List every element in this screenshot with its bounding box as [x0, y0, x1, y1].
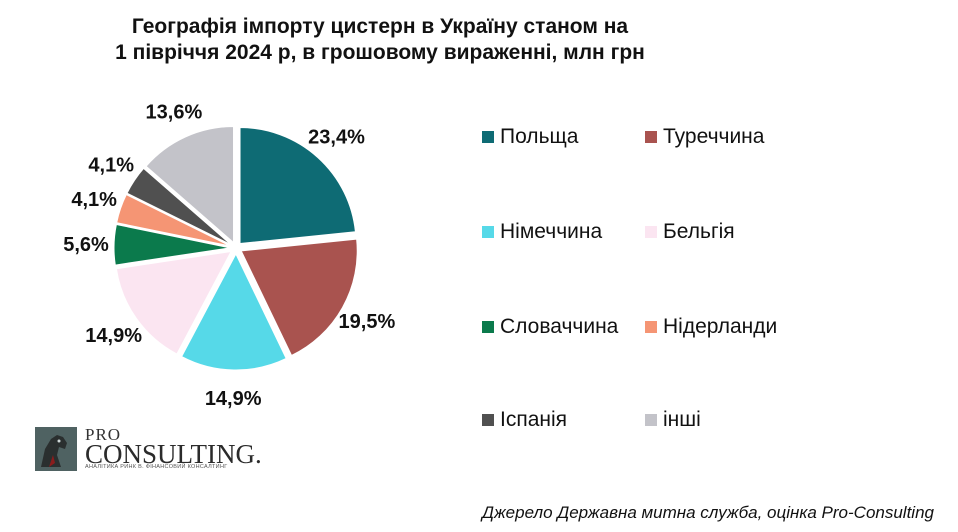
- legend-label-1: Туреччина: [663, 125, 765, 148]
- legend-item-5: Нідерланди: [645, 315, 777, 339]
- legend-label-7: інші: [663, 408, 701, 431]
- slice-label-3: 14,9%: [85, 325, 142, 347]
- legend-label-2: Німеччина: [500, 220, 603, 243]
- legend-item-4: Словаччина: [482, 315, 618, 339]
- legend-item-0: Польща: [482, 125, 578, 149]
- pie-slice-2: [180, 252, 287, 371]
- legend-swatch-2: [482, 226, 494, 238]
- chart-title: Географія імпорту цистерн в Україну стан…: [60, 14, 700, 66]
- legend-label-0: Польща: [500, 125, 579, 148]
- slice-label-5: 4,1%: [71, 189, 117, 211]
- legend-swatch-0: [482, 131, 494, 143]
- legend-label-6: Іспанія: [500, 408, 568, 431]
- pie-slice-3: [115, 250, 233, 355]
- logo-tagline: АНАЛІТИКА РИНК В. ФІНАНСОВИЙ КОНСАЛТИНГ: [85, 464, 228, 470]
- legend-swatch-7: [645, 414, 657, 426]
- legend-swatch-6: [482, 414, 494, 426]
- pie-slice-6: [126, 167, 232, 246]
- pie-slice-1: [240, 238, 358, 357]
- legend-item-7: інші: [645, 408, 701, 432]
- legend-swatch-3: [645, 226, 657, 238]
- legend-swatch-4: [482, 321, 494, 333]
- legend-label-4: Словаччина: [500, 315, 619, 338]
- legend-item-3: Бельгія: [645, 220, 735, 244]
- legend-label-5: Нідерланди: [663, 315, 778, 338]
- legend-swatch-5: [645, 321, 657, 333]
- legend-item-1: Туреччина: [645, 125, 764, 149]
- chart-title-line-2: 1 півріччя 2024 р, в грошовому вираженні…: [115, 41, 645, 64]
- pro-consulting-logo: PRO CONSULTING. АНАЛІТИКА РИНК В. ФІНАНС…: [35, 425, 265, 473]
- pie-slice-7: [145, 126, 235, 244]
- legend-item-2: Німеччина: [482, 220, 602, 244]
- pie-slice-0: [239, 127, 356, 245]
- slice-label-0: 23,4%: [308, 127, 365, 149]
- slice-label-4: 5,6%: [63, 234, 109, 256]
- slice-label-6: 4,1%: [88, 155, 134, 177]
- logo-consulting-text: CONSULTING.: [85, 439, 262, 469]
- legend-item-6: Іспанія: [482, 408, 567, 432]
- logo-pro-text: PRO: [85, 425, 122, 444]
- pie-slice-5: [116, 193, 231, 247]
- legend-swatch-1: [645, 131, 657, 143]
- legend-label-3: Бельгія: [663, 220, 735, 243]
- slice-label-2: 14,9%: [205, 388, 262, 410]
- horse-logo-icon: [35, 427, 77, 471]
- slice-label-7: 13,6%: [146, 101, 203, 123]
- pie-slice-4: [113, 223, 231, 266]
- source-note: Джерело Державна митна служба, оцінка Pr…: [482, 503, 934, 522]
- chart-title-line-1: Географія імпорту цистерн в Україну стан…: [131, 15, 629, 38]
- slice-label-1: 19,5%: [339, 311, 396, 333]
